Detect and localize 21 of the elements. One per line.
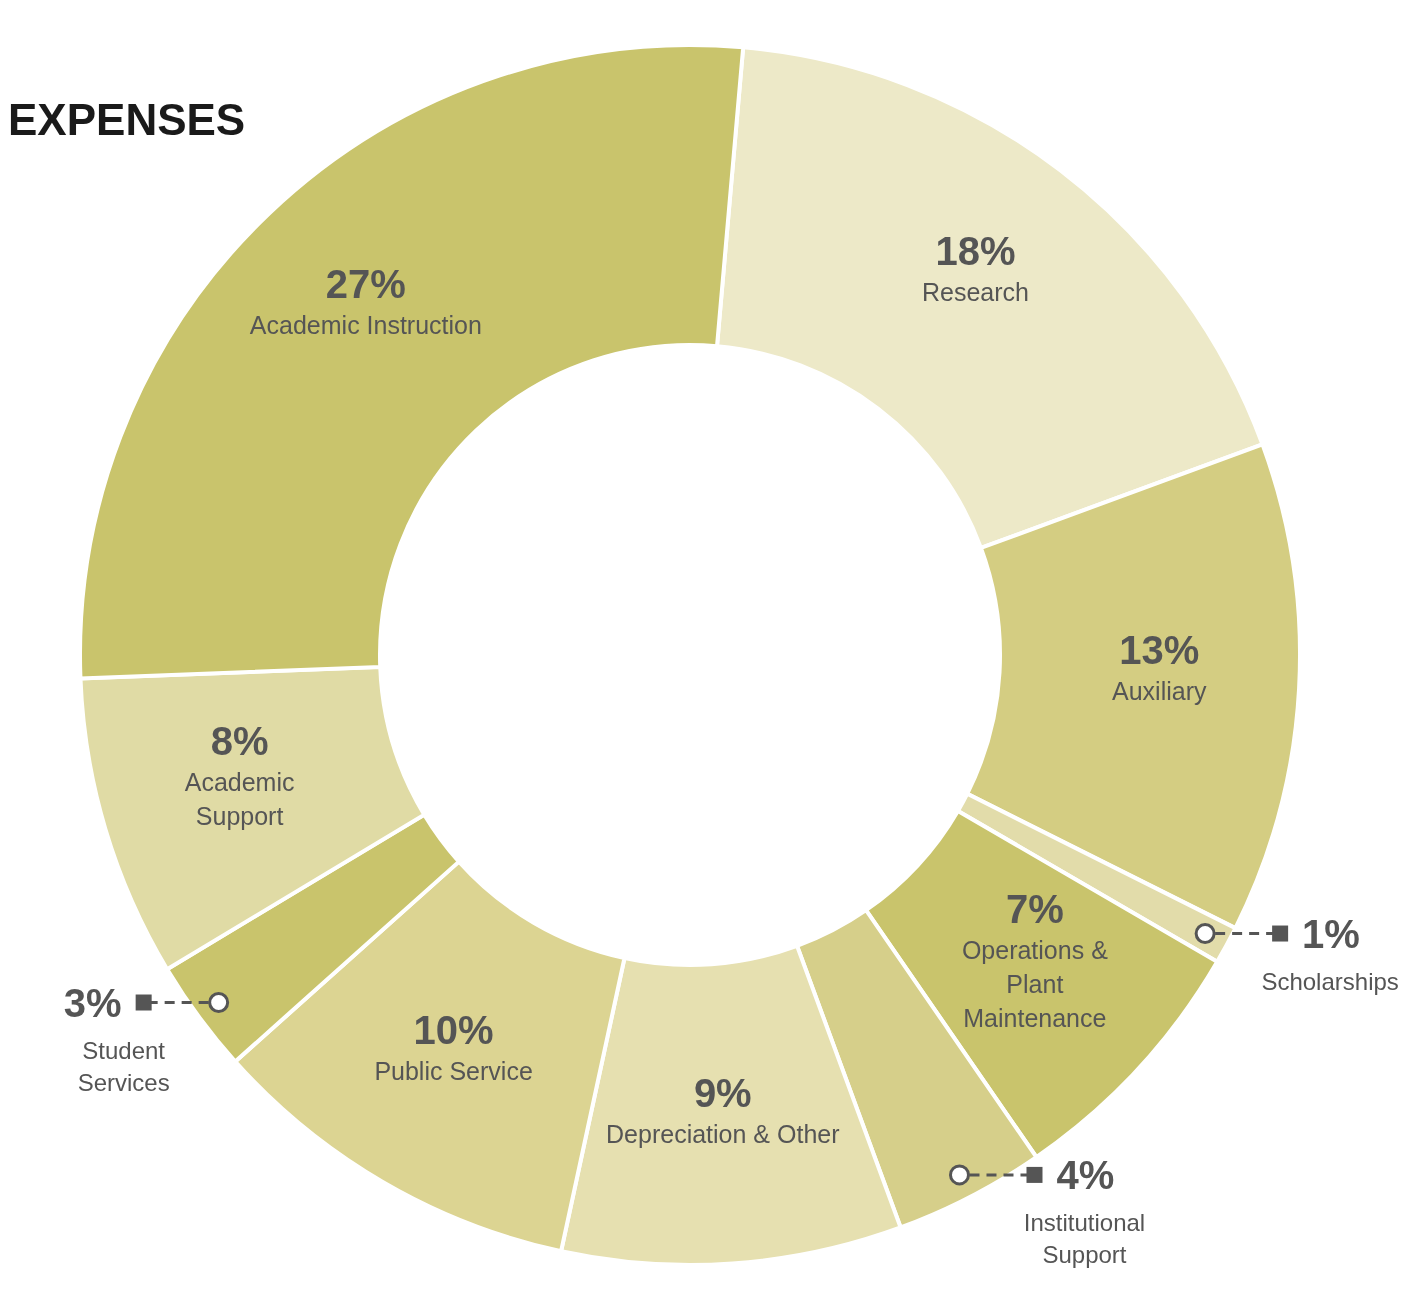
data-label: 1%: [1302, 911, 1360, 956]
slice-label: Operations & Plant Maintenance: [961, 936, 1109, 1033]
data-label: 9%: [693, 1070, 752, 1115]
data-label: 4%: [1056, 1152, 1115, 1197]
data-label: 10%: [413, 1008, 494, 1053]
slice-label: Depreciation & Other: [606, 1119, 840, 1148]
data-label: 13%: [1119, 628, 1200, 673]
slice-label: Academic Support: [184, 768, 295, 831]
slice-label: Student Services: [77, 1036, 170, 1096]
data-label: 7%: [1005, 887, 1064, 932]
slice-label: Research: [921, 277, 1029, 306]
data-label: 8%: [210, 719, 269, 764]
data-label: 3%: [63, 980, 122, 1025]
data-label: 27%: [325, 261, 406, 306]
data-label: 18%: [935, 228, 1016, 273]
text: EXPENSES: [8, 95, 246, 144]
slice-label: Public Service: [374, 1057, 533, 1086]
slice-label: Scholarships: [1261, 967, 1399, 995]
slice-label: Auxiliary: [1112, 677, 1207, 706]
slice-label: Academic Instruction: [249, 310, 482, 339]
slice-label: Institutional Support: [1023, 1208, 1146, 1268]
